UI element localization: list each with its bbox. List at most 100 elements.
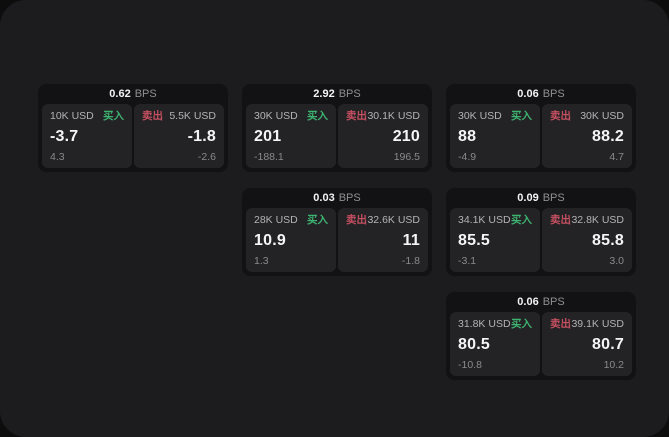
sell-size-label: 5.5K USD <box>169 110 216 122</box>
buy-side-label: 买入 <box>307 214 328 226</box>
card-header: 0.03 BPS <box>246 188 428 208</box>
buy-quote-panel[interactable]: 31.8K USD 买入 80.5 -10.8 <box>450 312 540 376</box>
sell-side-label: 卖出 <box>550 214 571 226</box>
sell-price-value: -1.8 <box>187 127 216 145</box>
sell-panel-top: 卖出 32.8K USD <box>550 214 624 226</box>
buy-delta-value: -3.1 <box>458 255 477 267</box>
card-header: 0.06 BPS <box>450 84 632 104</box>
quote-panels: 28K USD 买入 10.9 1.3 卖出 32.6K USD 11 -1.8 <box>246 208 428 272</box>
sell-panel-top: 卖出 30.1K USD <box>346 110 420 122</box>
card-header: 2.92 BPS <box>246 84 428 104</box>
buy-delta-value: 1.3 <box>254 255 269 267</box>
buy-quote-panel[interactable]: 30K USD 买入 201 -188.1 <box>246 104 336 168</box>
sell-side-label: 卖出 <box>550 318 571 330</box>
sell-delta-value: 196.5 <box>393 151 420 163</box>
buy-panel-top: 34.1K USD 买入 <box>458 214 532 226</box>
quote-panels: 31.8K USD 买入 80.5 -10.8 卖出 39.1K USD 80.… <box>450 312 632 376</box>
sell-delta-value: 10.2 <box>603 359 624 371</box>
sell-panel-top: 卖出 39.1K USD <box>550 318 624 330</box>
bps-unit-label: BPS <box>542 192 565 204</box>
bps-unit-label: BPS <box>542 88 565 100</box>
quote-card: 0.62 BPS 10K USD 买入 -3.7 4.3 卖出 5.5K USD… <box>38 84 228 172</box>
buy-size-label: 31.8K USD <box>458 318 511 330</box>
buy-side-label: 买入 <box>511 110 532 122</box>
sell-side-label: 卖出 <box>550 110 571 122</box>
bps-value: 0.06 <box>517 296 539 308</box>
buy-quote-panel[interactable]: 28K USD 买入 10.9 1.3 <box>246 208 336 272</box>
bps-value: 2.92 <box>313 88 335 100</box>
bps-unit-label: BPS <box>542 296 565 308</box>
buy-price-value: 85.5 <box>458 231 490 249</box>
bps-value: 0.03 <box>313 192 335 204</box>
buy-panel-top: 10K USD 买入 <box>50 110 124 122</box>
card-header: 0.09 BPS <box>450 188 632 208</box>
buy-quote-panel[interactable]: 34.1K USD 买入 85.5 -3.1 <box>450 208 540 272</box>
buy-quote-panel[interactable]: 30K USD 买入 88 -4.9 <box>450 104 540 168</box>
buy-size-label: 28K USD <box>254 214 298 226</box>
buy-price-value: 80.5 <box>458 335 490 353</box>
sell-side-label: 卖出 <box>346 214 367 226</box>
card-header: 0.06 BPS <box>450 292 632 312</box>
buy-size-label: 30K USD <box>458 110 502 122</box>
quote-cards-grid: 0.62 BPS 10K USD 买入 -3.7 4.3 卖出 5.5K USD… <box>38 84 636 380</box>
buy-side-label: 买入 <box>511 214 532 226</box>
sell-delta-value: -1.8 <box>401 255 420 267</box>
quote-card: 2.92 BPS 30K USD 买入 201 -188.1 卖出 30.1K … <box>242 84 432 172</box>
sell-panel-top: 卖出 5.5K USD <box>142 110 216 122</box>
sell-price-value: 11 <box>402 231 420 249</box>
quote-card: 0.06 BPS 30K USD 买入 88 -4.9 卖出 30K USD 8… <box>446 84 636 172</box>
sell-quote-panel[interactable]: 卖出 39.1K USD 80.7 10.2 <box>542 312 632 376</box>
sell-quote-panel[interactable]: 卖出 32.8K USD 85.8 3.0 <box>542 208 632 272</box>
bps-value: 0.06 <box>517 88 539 100</box>
sell-delta-value: 3.0 <box>609 255 624 267</box>
sell-panel-top: 卖出 32.6K USD <box>346 214 420 226</box>
sell-quote-panel[interactable]: 卖出 5.5K USD -1.8 -2.6 <box>134 104 224 168</box>
bps-unit-label: BPS <box>134 88 157 100</box>
quote-panels: 30K USD 买入 88 -4.9 卖出 30K USD 88.2 4.7 <box>450 104 632 168</box>
quote-panels: 10K USD 买入 -3.7 4.3 卖出 5.5K USD -1.8 -2.… <box>42 104 224 168</box>
buy-delta-value: -4.9 <box>458 151 477 163</box>
buy-size-label: 34.1K USD <box>458 214 511 226</box>
buy-size-label: 10K USD <box>50 110 94 122</box>
buy-price-value: 201 <box>254 127 282 145</box>
sell-size-label: 30K USD <box>580 110 624 122</box>
sell-price-value: 88.2 <box>592 127 624 145</box>
sell-delta-value: -2.6 <box>197 151 216 163</box>
quote-panels: 34.1K USD 买入 85.5 -3.1 卖出 32.8K USD 85.8… <box>450 208 632 272</box>
quote-panels: 30K USD 买入 201 -188.1 卖出 30.1K USD 210 1… <box>246 104 428 168</box>
sell-quote-panel[interactable]: 卖出 30.1K USD 210 196.5 <box>338 104 428 168</box>
sell-size-label: 30.1K USD <box>367 110 420 122</box>
sell-delta-value: 4.7 <box>609 151 624 163</box>
sell-size-label: 32.8K USD <box>571 214 624 226</box>
buy-size-label: 30K USD <box>254 110 298 122</box>
sell-panel-top: 卖出 30K USD <box>550 110 624 122</box>
buy-panel-top: 30K USD 买入 <box>458 110 532 122</box>
buy-side-label: 买入 <box>103 110 124 122</box>
buy-delta-value: -10.8 <box>458 359 482 371</box>
quote-card: 0.03 BPS 28K USD 买入 10.9 1.3 卖出 32.6K US… <box>242 188 432 276</box>
bps-value: 0.62 <box>109 88 131 100</box>
sell-price-value: 85.8 <box>592 231 624 249</box>
buy-panel-top: 28K USD 买入 <box>254 214 328 226</box>
bps-value: 0.09 <box>517 192 539 204</box>
sell-quote-panel[interactable]: 卖出 32.6K USD 11 -1.8 <box>338 208 428 272</box>
buy-delta-value: 4.3 <box>50 151 65 163</box>
sell-price-value: 210 <box>392 127 420 145</box>
bps-unit-label: BPS <box>338 192 361 204</box>
sell-quote-panel[interactable]: 卖出 30K USD 88.2 4.7 <box>542 104 632 168</box>
card-header: 0.62 BPS <box>42 84 224 104</box>
buy-delta-value: -188.1 <box>254 151 284 163</box>
sell-size-label: 39.1K USD <box>571 318 624 330</box>
buy-price-value: -3.7 <box>50 127 79 145</box>
sell-side-label: 卖出 <box>142 110 163 122</box>
buy-panel-top: 30K USD 买入 <box>254 110 328 122</box>
buy-price-value: 10.9 <box>254 231 286 249</box>
buy-panel-top: 31.8K USD 买入 <box>458 318 532 330</box>
bps-unit-label: BPS <box>338 88 361 100</box>
buy-side-label: 买入 <box>511 318 532 330</box>
buy-side-label: 买入 <box>307 110 328 122</box>
quote-card: 0.09 BPS 34.1K USD 买入 85.5 -3.1 卖出 32.8K… <box>446 188 636 276</box>
buy-price-value: 88 <box>458 127 477 145</box>
buy-quote-panel[interactable]: 10K USD 买入 -3.7 4.3 <box>42 104 132 168</box>
